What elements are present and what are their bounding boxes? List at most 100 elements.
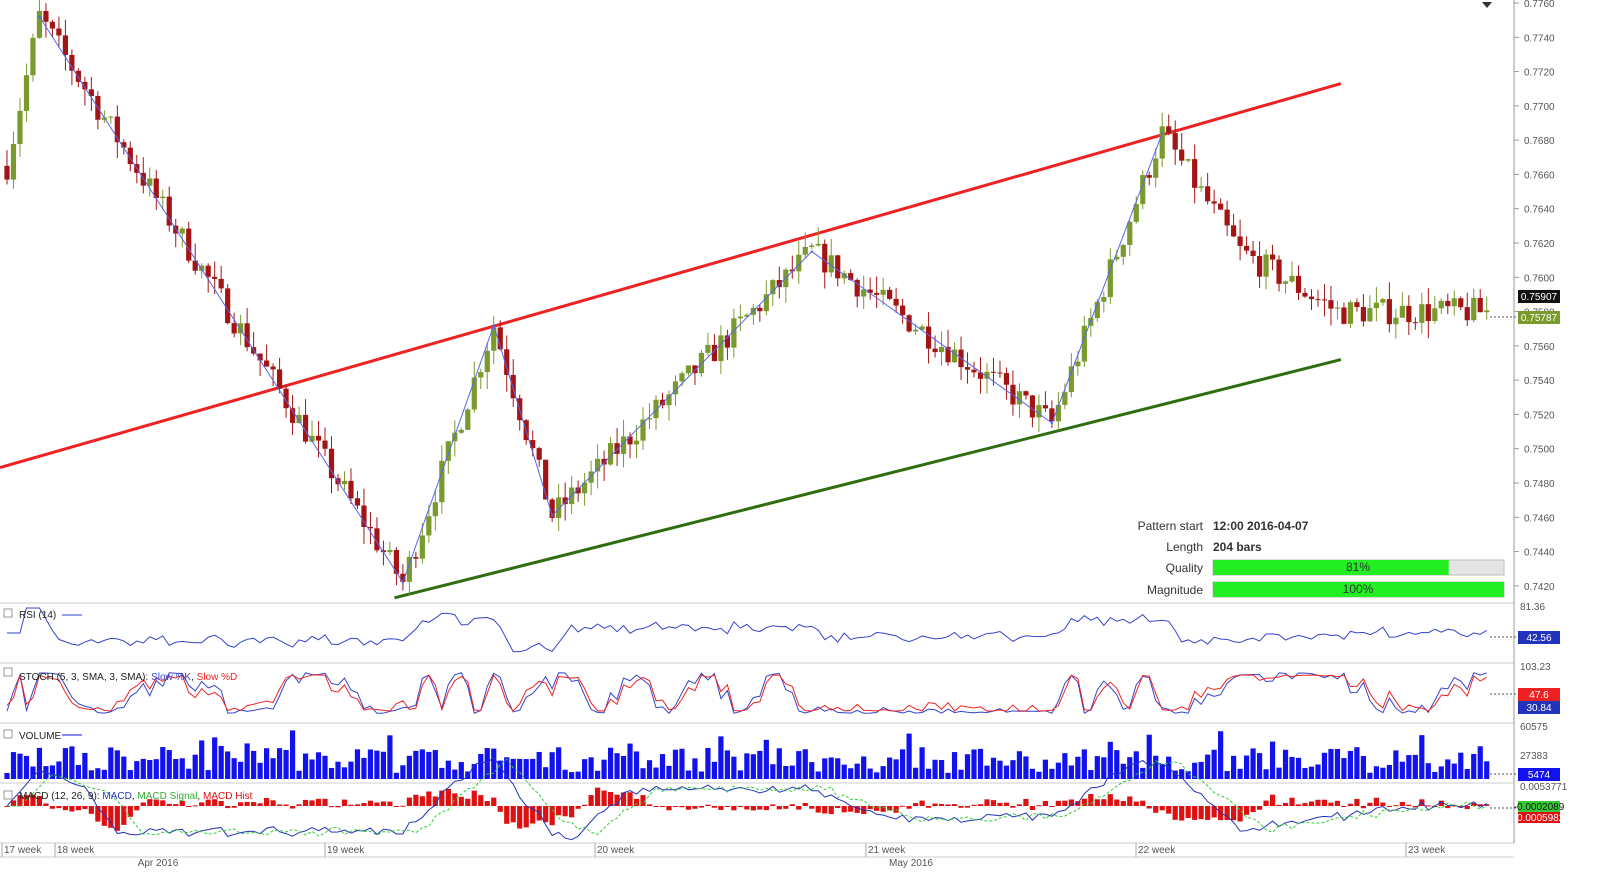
macd-hist-bar	[471, 790, 477, 806]
macd-hist-bar	[640, 795, 646, 806]
volume-close-icon[interactable]	[3, 729, 13, 739]
macd-hist-bar	[361, 803, 367, 806]
macd-hist-bar	[757, 806, 763, 810]
bearish-candle	[601, 458, 607, 465]
volume-bar	[387, 735, 393, 779]
bearish-candle	[302, 414, 309, 442]
bullish-candle	[1347, 302, 1354, 324]
bullish-candle	[478, 372, 484, 378]
bearish-candle	[1256, 256, 1263, 277]
macd-hist-bar	[478, 795, 484, 806]
macd-hist-bar	[750, 806, 756, 811]
volume-bar	[1399, 761, 1405, 779]
macd-hist-bar	[445, 788, 451, 806]
volume-bar	[1445, 759, 1451, 779]
volume-bar	[1036, 771, 1042, 779]
rsi-close-icon[interactable]	[3, 608, 13, 618]
bearish-candle	[257, 353, 263, 361]
volume-bar	[971, 749, 977, 779]
price-tick-label: 0.7540	[1524, 376, 1555, 387]
stoch-legend: STOCH (5, 3, SMA, 3, SMA): Slow %K, Slow…	[3, 667, 237, 683]
volume-bar	[471, 763, 477, 779]
volume-bar	[1425, 763, 1431, 779]
bullish-candle	[633, 440, 640, 445]
volume-bar	[913, 767, 919, 779]
bearish-candle	[530, 440, 536, 449]
macd-close-icon[interactable]	[3, 790, 13, 800]
macd-hist-bar	[1042, 800, 1048, 806]
volume-bar	[1042, 759, 1048, 779]
macd-hist-bar	[1211, 806, 1217, 818]
bearish-candle	[692, 365, 698, 374]
pattern-start-value: 12:00 2016-04-07	[1213, 519, 1309, 533]
bullish-candle	[160, 196, 166, 199]
macd-hist-bar	[1224, 806, 1230, 821]
bullish-candle	[828, 255, 834, 273]
bearish-candle	[1231, 225, 1237, 237]
macd-hist-bar	[1016, 804, 1023, 806]
macd-hist-bar	[147, 799, 153, 806]
volume-bar	[75, 764, 81, 779]
bullish-candle	[1367, 308, 1373, 322]
bearish-candle	[1302, 292, 1308, 297]
macd-hist-bar	[1458, 806, 1464, 808]
volume-bar	[1010, 760, 1016, 779]
volume-bar	[588, 757, 594, 779]
volume-bar	[69, 746, 75, 779]
macd-legend: MACD (12, 26, 9): MACD, MACD Signal, MAC…	[3, 790, 253, 802]
volume-bar	[348, 761, 354, 779]
macd-hist-bar	[549, 806, 555, 826]
macd-hist-bar	[614, 794, 620, 806]
bullish-candle	[672, 381, 679, 395]
macd-hist-bar	[984, 799, 990, 806]
macd-hist-bar	[1445, 806, 1451, 809]
macd-hist-bar	[815, 806, 821, 813]
volume-bar	[1185, 771, 1191, 779]
rsi-line	[7, 607, 1487, 653]
price-tick-label: 0.7600	[1524, 273, 1555, 284]
macd-hist-bar	[893, 806, 899, 813]
current-price-value: 0.75787	[1521, 313, 1558, 324]
macd-hist-bar	[1192, 806, 1198, 820]
macd-hist-bar	[205, 799, 211, 806]
macd-hist-bar	[289, 806, 296, 809]
bullish-candle	[309, 435, 315, 442]
bullish-candle	[1380, 299, 1386, 303]
volume-bar	[199, 740, 205, 779]
bearish-candle	[925, 326, 932, 349]
volume-bar	[179, 758, 185, 779]
volume-bar	[802, 749, 808, 779]
price-tick-label: 0.7660	[1524, 170, 1555, 181]
macd-hist-bar	[452, 793, 458, 806]
macd-hist-bar	[692, 806, 698, 809]
bearish-candle	[393, 549, 399, 574]
bearish-candle	[1425, 304, 1431, 321]
macd-hist-bar	[737, 806, 743, 807]
volume-bar	[1341, 758, 1347, 779]
stoch-close-icon[interactable]	[3, 667, 13, 677]
volume-bar	[1256, 753, 1263, 779]
chevron-down-icon[interactable]	[1482, 2, 1492, 8]
macd-hist-bar	[10, 800, 17, 806]
volume-bar	[672, 749, 679, 779]
macd-hist-bar	[238, 802, 244, 806]
bullish-candle	[1198, 186, 1204, 188]
price-tick-label: 0.7560	[1524, 342, 1555, 353]
volume-bar	[919, 747, 925, 779]
volume-bar	[964, 754, 971, 779]
macd-hist-bar	[101, 806, 107, 826]
zigzag-point	[492, 324, 495, 327]
volume-bar	[341, 767, 348, 779]
volume-bar	[400, 765, 406, 779]
stoch-value-badges: 47.6 30.84	[1490, 688, 1560, 714]
bearish-candle	[4, 165, 10, 180]
magnitude-label: Magnitude	[1147, 583, 1203, 597]
price-tick-label: 0.7500	[1524, 445, 1555, 456]
bullish-candle	[815, 243, 821, 246]
macd-hist-bar	[218, 800, 224, 806]
macd-hist-bar	[763, 806, 769, 811]
macd-hist-bar	[1328, 802, 1334, 806]
volume-bar	[452, 769, 458, 779]
macd-hist-bar	[257, 803, 263, 806]
